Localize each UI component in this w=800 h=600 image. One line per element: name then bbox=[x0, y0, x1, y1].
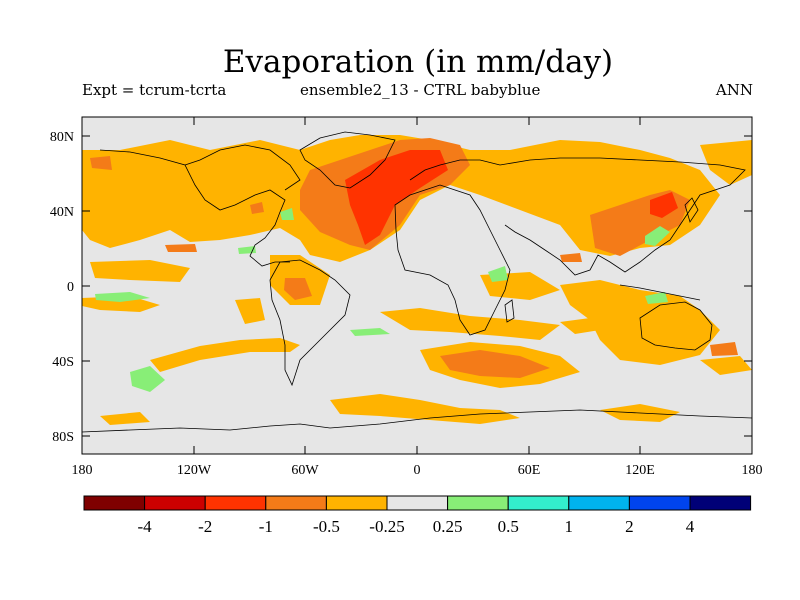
colorbar-label: -0.25 bbox=[369, 517, 404, 536]
lon-axis bbox=[81, 117, 753, 454]
colorbar-label: -4 bbox=[138, 517, 153, 536]
colorbar-label: 1 bbox=[565, 517, 574, 536]
lat-label-80n: 80N bbox=[50, 130, 74, 145]
colorbar-swatch bbox=[689, 495, 752, 511]
colorbar-swatch bbox=[325, 495, 388, 511]
contour-green bbox=[95, 208, 670, 392]
experiment-label: Expt = tcrum-tcrta bbox=[82, 81, 227, 99]
colorbar-swatch bbox=[83, 495, 146, 511]
lat-label-40n: 40N bbox=[50, 205, 74, 220]
colorbar-swatch bbox=[507, 495, 570, 511]
season-label: ANN bbox=[715, 81, 753, 99]
colorbar-label: -2 bbox=[198, 517, 212, 536]
lon-label-180e: 180 bbox=[742, 463, 763, 478]
lat-label-80s: 80S bbox=[52, 430, 74, 445]
colorbar-swatch bbox=[568, 495, 630, 511]
colorbar-label: 4 bbox=[686, 517, 695, 536]
colorbar-swatch bbox=[386, 495, 449, 511]
coastlines bbox=[82, 131, 752, 433]
lon-label-0: 0 bbox=[414, 463, 421, 478]
lon-label-120e: 120E bbox=[625, 463, 655, 478]
lon-label-120w: 120W bbox=[177, 463, 212, 478]
colorbar-label: 0.5 bbox=[498, 517, 519, 536]
colorbar-label: -1 bbox=[259, 517, 273, 536]
contour-fields bbox=[82, 131, 752, 433]
colorbar-label: -0.5 bbox=[313, 517, 340, 536]
colorbar-swatch bbox=[204, 495, 267, 511]
lon-label-180w: 180 bbox=[72, 463, 93, 478]
colorbar-swatch bbox=[265, 495, 327, 511]
lon-label-60w: 60W bbox=[291, 463, 319, 478]
colorbar: -4 -2 -1 -0.5 -0.25 0.25 0.5 1 2 4 bbox=[83, 495, 752, 536]
ensemble-label: ensemble2_13 - CTRL babyblue bbox=[300, 81, 541, 99]
colorbar-swatch bbox=[447, 495, 509, 511]
lat-label-40s: 40S bbox=[52, 355, 74, 370]
colorbar-label: 0.25 bbox=[433, 517, 463, 536]
lat-axis bbox=[82, 135, 752, 437]
lon-label-60e: 60E bbox=[518, 463, 541, 478]
colorbar-label: 2 bbox=[625, 517, 634, 536]
colorbar-swatch bbox=[144, 495, 206, 511]
plot-title: Evaporation (in mm/day) bbox=[222, 44, 614, 80]
colorbar-swatch bbox=[628, 495, 691, 511]
lat-label-0: 0 bbox=[67, 280, 74, 295]
